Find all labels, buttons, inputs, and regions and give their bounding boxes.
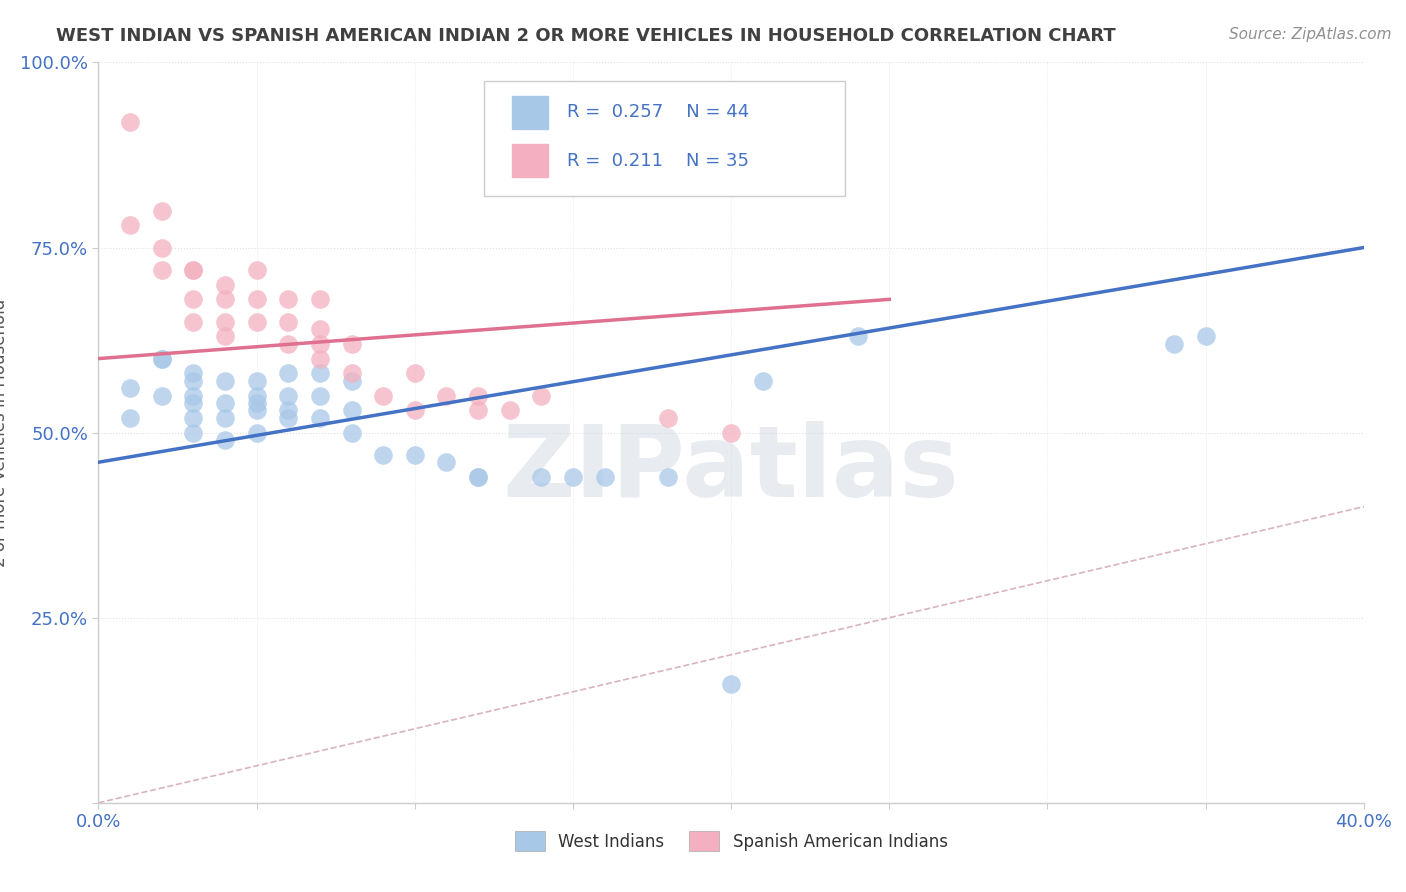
- Point: [436, 388, 458, 402]
- Point: [183, 262, 205, 277]
- Point: [309, 388, 332, 402]
- Point: [593, 470, 616, 484]
- Point: [120, 381, 141, 395]
- Legend: West Indians, Spanish American Indians: West Indians, Spanish American Indians: [508, 825, 955, 857]
- Text: WEST INDIAN VS SPANISH AMERICAN INDIAN 2 OR MORE VEHICLES IN HOUSEHOLD CORRELATI: WEST INDIAN VS SPANISH AMERICAN INDIAN 2…: [56, 27, 1116, 45]
- Point: [120, 114, 141, 128]
- Point: [1163, 336, 1185, 351]
- Point: [183, 374, 205, 388]
- Point: [309, 351, 332, 366]
- Point: [561, 470, 585, 484]
- Point: [657, 410, 679, 425]
- Point: [530, 470, 553, 484]
- Point: [246, 262, 269, 277]
- Point: [340, 425, 363, 440]
- Point: [309, 336, 332, 351]
- Point: [277, 388, 299, 402]
- Y-axis label: 2 or more Vehicles in Household: 2 or more Vehicles in Household: [0, 299, 8, 566]
- Point: [436, 455, 458, 469]
- Point: [530, 388, 553, 402]
- Point: [846, 329, 869, 343]
- Point: [246, 374, 269, 388]
- Point: [120, 410, 141, 425]
- Point: [150, 240, 173, 255]
- Point: [340, 336, 363, 351]
- Point: [150, 388, 173, 402]
- Point: [183, 367, 205, 381]
- Point: [277, 410, 299, 425]
- Point: [246, 403, 269, 417]
- Point: [150, 262, 173, 277]
- Point: [309, 367, 332, 381]
- Point: [340, 367, 363, 381]
- Point: [183, 262, 205, 277]
- Point: [720, 425, 742, 440]
- Text: ZIPatlas: ZIPatlas: [503, 421, 959, 518]
- Text: Source: ZipAtlas.com: Source: ZipAtlas.com: [1229, 27, 1392, 42]
- Point: [246, 396, 269, 410]
- Point: [309, 322, 332, 336]
- Point: [404, 403, 426, 417]
- Point: [214, 314, 236, 328]
- FancyBboxPatch shape: [512, 95, 547, 129]
- Point: [467, 470, 489, 484]
- Point: [150, 351, 173, 366]
- Point: [277, 293, 299, 307]
- Point: [246, 388, 269, 402]
- Point: [214, 374, 236, 388]
- Point: [498, 403, 520, 417]
- Text: R =  0.257    N = 44: R = 0.257 N = 44: [567, 103, 749, 121]
- Point: [467, 388, 489, 402]
- Point: [1194, 329, 1216, 343]
- Point: [467, 470, 489, 484]
- Point: [150, 351, 173, 366]
- Point: [657, 470, 679, 484]
- FancyBboxPatch shape: [512, 144, 547, 178]
- Point: [214, 410, 236, 425]
- Point: [214, 277, 236, 292]
- Point: [183, 425, 205, 440]
- Point: [309, 410, 332, 425]
- Point: [720, 677, 742, 691]
- Point: [214, 293, 236, 307]
- Point: [183, 410, 205, 425]
- Point: [183, 388, 205, 402]
- Point: [183, 396, 205, 410]
- Point: [183, 293, 205, 307]
- Point: [277, 314, 299, 328]
- Point: [120, 219, 141, 233]
- Point: [246, 293, 269, 307]
- Point: [340, 403, 363, 417]
- Point: [246, 314, 269, 328]
- Point: [467, 403, 489, 417]
- Point: [277, 367, 299, 381]
- Text: R =  0.211    N = 35: R = 0.211 N = 35: [567, 152, 748, 169]
- Point: [214, 329, 236, 343]
- Point: [277, 336, 299, 351]
- Point: [751, 374, 773, 388]
- FancyBboxPatch shape: [484, 81, 845, 195]
- Point: [214, 433, 236, 447]
- Point: [183, 314, 205, 328]
- Point: [404, 448, 426, 462]
- Point: [277, 403, 299, 417]
- Point: [404, 367, 426, 381]
- Point: [371, 388, 394, 402]
- Point: [371, 448, 394, 462]
- Point: [246, 425, 269, 440]
- Point: [309, 293, 332, 307]
- Point: [340, 374, 363, 388]
- Point: [150, 203, 173, 218]
- Point: [214, 396, 236, 410]
